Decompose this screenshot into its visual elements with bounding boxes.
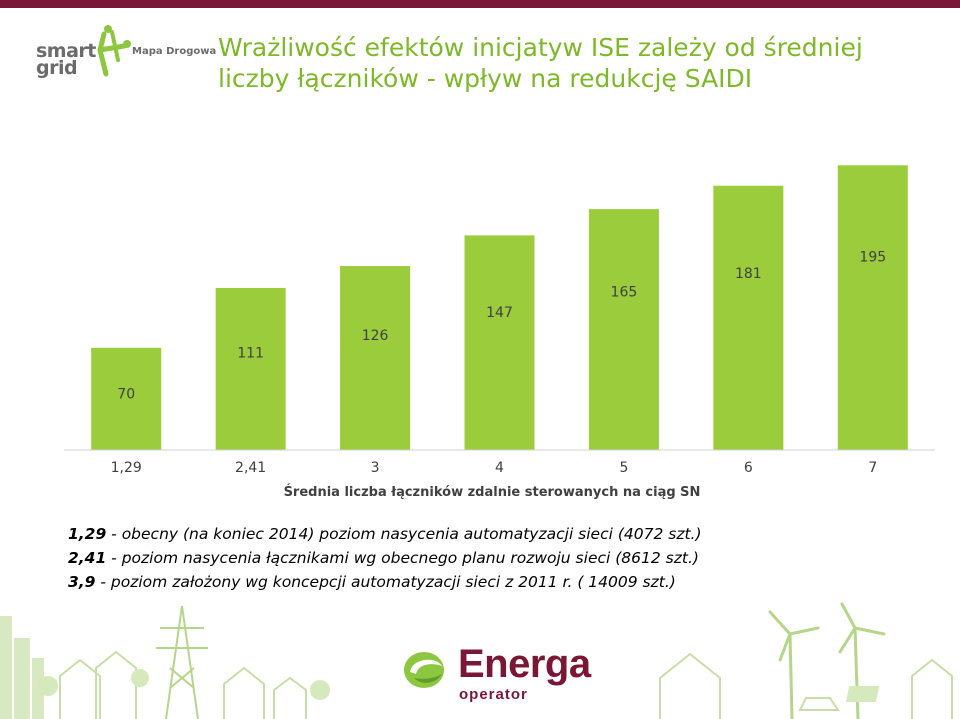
brand-subtitle: operator (459, 686, 528, 703)
note-text: - obecny (na koniec 2014) poziom nasycen… (106, 525, 702, 543)
note-text: - poziom założony wg koncepcji automatyz… (95, 573, 676, 591)
bar-value-label: 126 (362, 328, 389, 344)
bar-4 (464, 235, 535, 450)
smart-grid-logo: smart grid Mapa Drogowa (32, 20, 216, 80)
power-tower-icon (156, 605, 208, 719)
page-title: Wrażliwość efektów inicjatyw ISE zależy … (218, 33, 863, 93)
bar-2,41 (215, 287, 286, 450)
bar-chart: 70 111 126 147 165 181 195 1,29 2,41 3 4 5 6 7 Średn… (64, 165, 935, 500)
houses-right-icon (659, 652, 953, 719)
houses-left-icon (59, 650, 307, 719)
bar-3 (340, 266, 411, 450)
x-axis-label: Średnia liczba łączników zdalnie sterowa… (284, 484, 701, 500)
bar-value-label: 181 (735, 266, 762, 282)
note-row: 2,41 - poziom nasycenia łącznikami wg ob… (68, 546, 702, 570)
note-key: 1,29 (68, 525, 107, 543)
x-tick-label: 3 (371, 460, 380, 476)
x-tick-label: 2,41 (235, 460, 266, 476)
logo-tagline: Mapa Drogowa (132, 46, 217, 57)
note-key: 3,9 (68, 573, 96, 591)
note-key: 2,41 (68, 549, 107, 567)
notes-block: 1,29 - obecny (na koniec 2014) poziom na… (68, 522, 702, 594)
x-tick-label: 5 (619, 460, 628, 476)
smart-grid-logo-icon (97, 25, 131, 77)
energa-swirl-icon (404, 652, 444, 688)
note-row: 1,29 - obecny (na koniec 2014) poziom na… (68, 522, 702, 546)
bar-value-label: 111 (237, 346, 264, 362)
x-tick-label: 6 (744, 460, 753, 476)
x-tick-label: 1,29 (111, 460, 142, 476)
wind-turbines-icon (768, 602, 886, 719)
bar-value-label: 70 (117, 387, 135, 403)
top-accent-bar (0, 0, 960, 8)
footer-illustration (0, 602, 953, 719)
logo-word-smart: smart (36, 40, 96, 62)
x-tick-label: 4 (495, 460, 504, 476)
bar-5 (588, 209, 659, 450)
x-tick-label: 7 (868, 460, 877, 476)
note-row: 3,9 - poziom założony wg koncepcji autom… (68, 570, 702, 594)
bar-value-label: 195 (859, 249, 886, 265)
bar-6 (713, 185, 784, 451)
city-skyline-icon (0, 616, 44, 719)
bar-7 (837, 165, 908, 451)
note-text: - poziom nasycenia łącznikami wg obecneg… (106, 549, 699, 567)
bar-1,29 (91, 347, 162, 450)
trees-left-icon (38, 669, 330, 700)
brand-name: Energa (458, 642, 591, 686)
bar-value-label: 165 (611, 285, 638, 301)
solar-panel-icon (845, 686, 880, 702)
bar-value-label: 147 (486, 305, 513, 321)
logo-word-grid: grid (36, 57, 78, 79)
